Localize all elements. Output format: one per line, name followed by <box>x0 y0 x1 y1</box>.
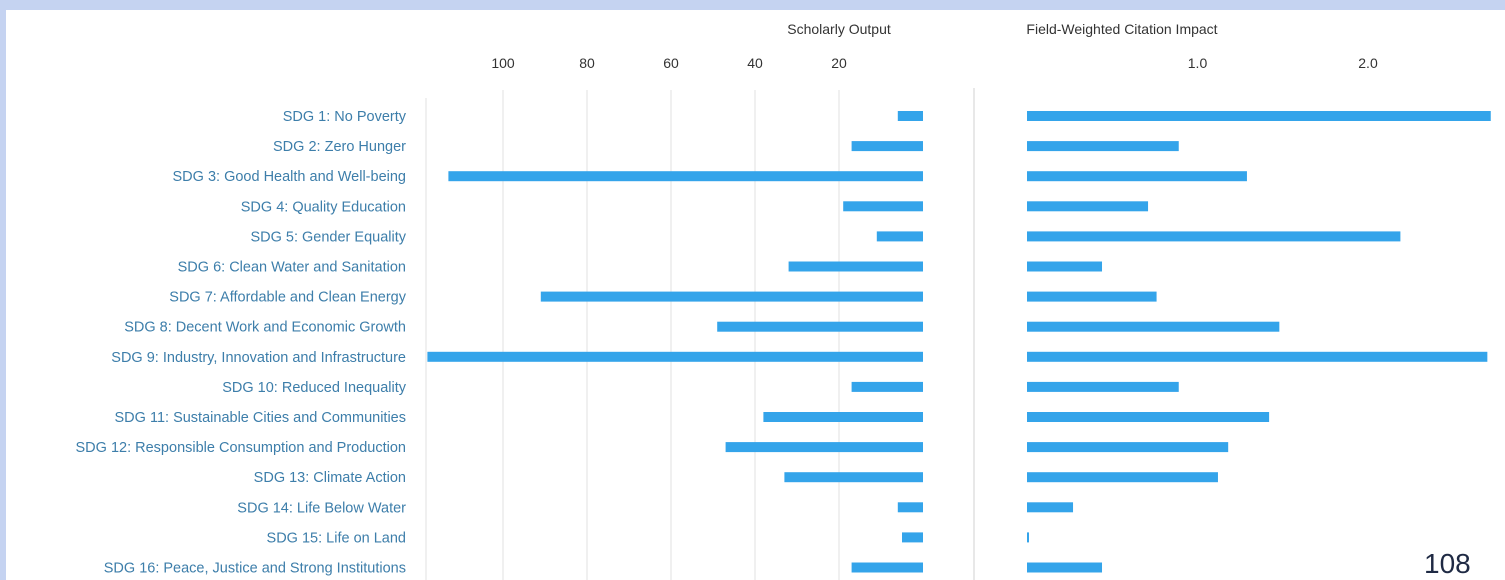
scholarly-output-bar <box>763 412 923 422</box>
scholarly-output-bar <box>725 442 923 453</box>
fwci-bar <box>1027 472 1218 483</box>
category-label: SDG 6: Clean Water and Sanitation <box>178 260 406 276</box>
category-label: SDG 15: Life on Land <box>267 530 406 546</box>
fwci-bar <box>1027 442 1229 453</box>
scholarly-output-bar <box>448 171 923 182</box>
category-label: SDG 3: Good Health and Well-being <box>173 169 406 185</box>
category-label: SDG 4: Quality Education <box>241 199 406 215</box>
chart-panel: Scholarly Output Field-Weighted Citation… <box>6 10 1505 580</box>
category-label: SDG 2: Zero Hunger <box>273 139 406 155</box>
fwci-bar <box>1027 231 1401 242</box>
fwci-bar <box>1027 321 1280 332</box>
fwci-bar <box>1027 412 1270 422</box>
scholarly-output-tick-label: 100 <box>491 55 515 71</box>
fwci-bar <box>1027 201 1149 212</box>
scholarly-output-tick-label: 80 <box>579 55 595 71</box>
fwci-bar <box>1027 381 1179 392</box>
fwci-bar <box>1027 532 1029 543</box>
category-label: SDG 9: Industry, Innovation and Infrastr… <box>111 350 406 366</box>
scholarly-output-title: Scholarly Output <box>787 21 891 37</box>
category-label: SDG 1: No Poverty <box>283 109 407 125</box>
scholarly-output-bar <box>784 472 923 483</box>
fwci-tick-label: 2.0 <box>1358 55 1378 71</box>
category-label: SDG 10: Reduced Inequality <box>222 380 407 396</box>
scholarly-output-bar <box>876 231 923 242</box>
scholarly-output-bar <box>788 261 923 272</box>
scholarly-output-tick-label: 20 <box>831 55 847 71</box>
category-label: SDG 8: Decent Work and Economic Growth <box>124 320 406 336</box>
scholarly-output-bar <box>902 532 923 543</box>
category-label: SDG 12: Responsible Consumption and Prod… <box>76 440 406 456</box>
category-label: SDG 14: Life Below Water <box>237 500 406 516</box>
scholarly-output-tick-label: 40 <box>747 55 763 71</box>
fwci-title: Field-Weighted Citation Impact <box>1026 21 1217 37</box>
scholarly-output-bar <box>897 502 923 513</box>
fwci-bar <box>1027 141 1179 152</box>
page-number: 108 <box>1424 548 1471 579</box>
fwci-bar <box>1027 111 1491 121</box>
scholarly-output-bar <box>717 321 923 332</box>
scholarly-output-bar <box>540 291 923 302</box>
scholarly-output-bar <box>851 381 923 392</box>
scholarly-output-bar <box>843 201 923 212</box>
fwci-bar <box>1027 291 1157 302</box>
scholarly-output-bar <box>427 351 923 362</box>
fwci-bar <box>1027 562 1103 573</box>
fwci-bar <box>1027 502 1074 513</box>
scholarly-output-bar <box>851 141 923 152</box>
category-label: SDG 7: Affordable and Clean Energy <box>169 290 406 306</box>
category-label: SDG 11: Sustainable Cities and Communiti… <box>115 410 406 426</box>
fwci-bar <box>1027 261 1103 272</box>
scholarly-output-bar <box>851 562 923 573</box>
scholarly-output-tick-label: 60 <box>663 55 679 71</box>
category-label: SDG 5: Gender Equality <box>250 229 406 245</box>
fwci-bar <box>1027 351 1488 362</box>
sdg-dual-bar-chart: Scholarly Output Field-Weighted Citation… <box>76 21 1491 580</box>
fwci-bar <box>1027 171 1247 182</box>
fwci-tick-label: 1.0 <box>1188 55 1208 71</box>
category-label: SDG 16: Peace, Justice and Strong Instit… <box>104 561 406 577</box>
scholarly-output-bar <box>897 111 923 121</box>
category-label: SDG 13: Climate Action <box>254 470 406 486</box>
